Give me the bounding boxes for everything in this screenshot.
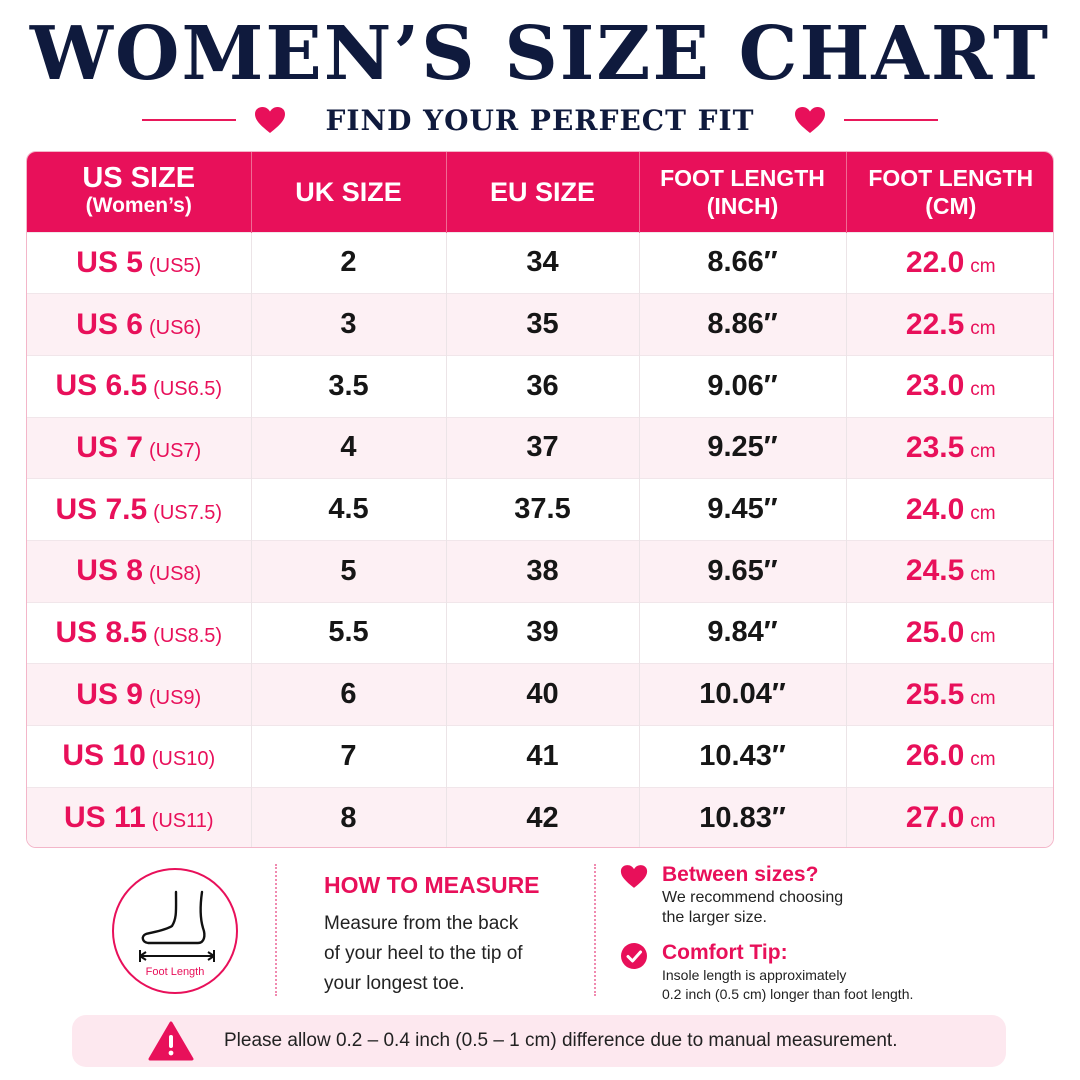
page-subtitle: FIND YOUR PERFECT FIT — [325, 103, 755, 137]
tip-line: We recommend choosing — [662, 889, 844, 906]
foot-icon — [139, 890, 215, 962]
foot-cm-cell: 22.0 cm — [846, 231, 1053, 294]
foot-inch-cell: 10.43″ — [639, 725, 847, 788]
size-table: US SIZE (Women’s) UK SIZE EU SIZE FOOT L… — [26, 151, 1054, 848]
foot-inch-cell: 9.65″ — [639, 539, 847, 603]
foot-inch-cell: 9.84″ — [639, 601, 847, 664]
table-row: US 6.5 (US6.5) 3.5 36 9.06″ 23.0 cm — [27, 354, 1053, 418]
notice-text: Please allow 0.2 – 0.4 inch (0.5 – 1 cm)… — [224, 1030, 898, 1051]
foot-measure-badge: Foot Length — [112, 868, 238, 994]
eu-size-cell: 38 — [446, 539, 640, 603]
eu-size-cell: 35 — [446, 293, 640, 356]
divider — [594, 864, 596, 996]
uk-size-cell: 8 — [251, 786, 447, 847]
foot-cm-cell: 24.0 cm — [846, 478, 1053, 541]
foot-inch-cell: 9.06″ — [639, 354, 847, 418]
foot-cm-cell: 25.5 cm — [846, 663, 1053, 726]
measurement-notice: Please allow 0.2 – 0.4 inch (0.5 – 1 cm)… — [72, 1015, 1006, 1067]
page-title: WOMEN’S SIZE CHART — [29, 11, 1051, 97]
heart-icon — [254, 106, 286, 134]
tip-between-sizes: Between sizes? We recommend choosing the… — [618, 862, 1048, 928]
us-size-cell: US 9 (US9) — [27, 663, 252, 726]
foot-length-label: Foot Length — [145, 966, 205, 978]
header-foot-length-inch: FOOT LENGTH (INCH) — [639, 152, 847, 232]
table-row: US 9 (US9) 6 40 10.04″ 25.5 cm — [27, 663, 1053, 726]
us-size-cell: US 7.5 (US7.5) — [27, 478, 252, 541]
table-header-row: US SIZE (Women’s) UK SIZE EU SIZE FOOT L… — [27, 152, 1053, 232]
info-section: Foot Length HOW TO MEASURE Measure from … — [26, 858, 1054, 1002]
uk-size-cell: 7 — [251, 725, 447, 788]
tip-heading: Comfort Tip: — [662, 941, 788, 964]
uk-size-cell: 3 — [251, 293, 447, 356]
table-row: US 7 (US7) 4 37 9.25″ 23.5 cm — [27, 416, 1053, 479]
uk-size-cell: 6 — [251, 663, 447, 726]
tip-line: Insole length is approximately — [662, 967, 847, 983]
heart-icon — [620, 864, 648, 894]
header-eu-size: EU SIZE — [446, 152, 640, 232]
eu-size-cell: 34 — [446, 231, 640, 294]
us-size-cell: US 11 (US11) — [27, 786, 252, 847]
us-size-cell: US 8 (US8) — [27, 539, 252, 603]
how-to-measure-heading: HOW TO MEASURE — [324, 872, 540, 898]
uk-size-cell: 4 — [251, 416, 447, 479]
us-size-cell: US 5 (US5) — [27, 231, 252, 294]
us-size-cell: US 7 (US7) — [27, 416, 252, 479]
us-size-cell: US 6 (US6) — [27, 293, 252, 356]
table-row: US 8 (US8) 5 38 9.65″ 24.5 cm — [27, 539, 1053, 603]
uk-size-cell: 3.5 — [251, 354, 447, 418]
us-size-cell: US 10 (US10) — [27, 725, 252, 788]
uk-size-cell: 2 — [251, 231, 447, 294]
table-row: US 7.5 (US7.5) 4.5 37.5 9.45″ 24.0 cm — [27, 478, 1053, 541]
divider-right — [844, 119, 939, 121]
tips: Between sizes? We recommend choosing the… — [618, 862, 1048, 1004]
how-to-measure: HOW TO MEASURE Measure from the back of … — [324, 872, 584, 999]
tip-line: the larger size. — [662, 909, 767, 926]
eu-size-cell: 39 — [446, 601, 640, 664]
foot-inch-cell: 10.04″ — [639, 663, 847, 726]
foot-inch-cell: 9.25″ — [639, 416, 847, 479]
us-size-cell: US 8.5 (US8.5) — [27, 601, 252, 664]
table-row: US 8.5 (US8.5) 5.5 39 9.84″ 25.0 cm — [27, 601, 1053, 664]
warning-icon — [148, 1021, 194, 1061]
check-circle-icon — [620, 942, 648, 975]
foot-cm-cell: 26.0 cm — [846, 725, 1053, 788]
foot-cm-cell: 22.5 cm — [846, 293, 1053, 356]
header-us-size: US SIZE (Women’s) — [27, 152, 252, 232]
uk-size-cell: 5.5 — [251, 601, 447, 664]
table-row: US 11 (US11) 8 42 10.83″ 27.0 cm — [27, 786, 1053, 847]
subtitle-row: FIND YOUR PERFECT FIT — [0, 98, 1080, 142]
divider-left — [141, 119, 236, 121]
measure-line: Measure from the back — [324, 913, 519, 934]
foot-cm-cell: 24.5 cm — [846, 539, 1053, 603]
measure-line: of your heel to the tip of — [324, 943, 523, 964]
table-row: US 10 (US10) 7 41 10.43″ 26.0 cm — [27, 725, 1053, 788]
foot-inch-cell: 9.45″ — [639, 478, 847, 541]
foot-cm-cell: 25.0 cm — [846, 601, 1053, 664]
foot-cm-cell: 23.5 cm — [846, 416, 1053, 479]
header-foot-length-cm: FOOT LENGTH (CM) — [846, 152, 1053, 232]
foot-inch-cell: 8.66″ — [639, 231, 847, 294]
foot-inch-cell: 10.83″ — [639, 786, 847, 847]
foot-inch-cell: 8.86″ — [639, 293, 847, 356]
eu-size-cell: 42 — [446, 786, 640, 847]
eu-size-cell: 41 — [446, 725, 640, 788]
header-uk-size: UK SIZE — [251, 152, 447, 232]
uk-size-cell: 5 — [251, 539, 447, 603]
foot-cm-cell: 27.0 cm — [846, 786, 1053, 847]
tip-comfort: Comfort Tip: Insole length is approximat… — [618, 940, 1048, 1004]
eu-size-cell: 37.5 — [446, 478, 640, 541]
table-row: US 5 (US5) 2 34 8.66″ 22.0 cm — [27, 231, 1053, 294]
table-row: US 6 (US6) 3 35 8.86″ 22.5 cm — [27, 293, 1053, 356]
eu-size-cell: 36 — [446, 354, 640, 418]
measure-line: your longest toe. — [324, 973, 465, 994]
tip-heading: Between sizes? — [662, 863, 819, 886]
us-size-cell: US 6.5 (US6.5) — [27, 354, 252, 418]
heart-icon — [794, 106, 826, 134]
tip-line: 0.2 inch (0.5 cm) longer than foot lengt… — [662, 986, 914, 1002]
eu-size-cell: 40 — [446, 663, 640, 726]
eu-size-cell: 37 — [446, 416, 640, 479]
foot-cm-cell: 23.0 cm — [846, 354, 1053, 418]
uk-size-cell: 4.5 — [251, 478, 447, 541]
divider — [275, 864, 277, 996]
